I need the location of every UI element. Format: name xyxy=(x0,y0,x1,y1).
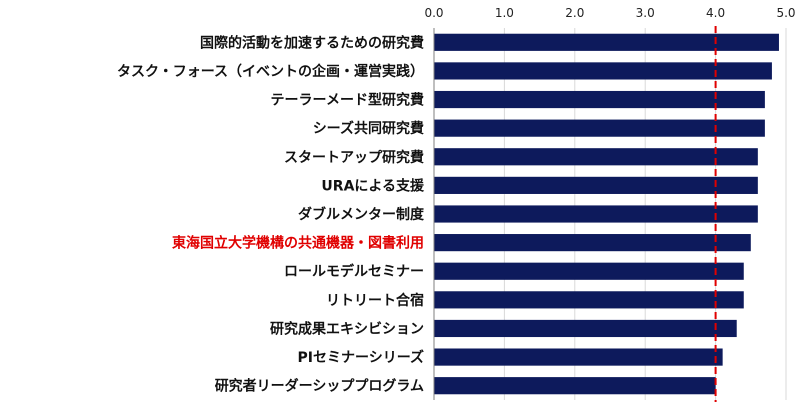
bars xyxy=(434,33,779,395)
category-label: ダブルメンター制度 xyxy=(298,206,425,223)
category-label: スタートアップ研究費 xyxy=(284,149,424,166)
x-tick-label: 0.0 xyxy=(424,6,443,20)
bar xyxy=(434,148,758,166)
bar xyxy=(434,90,765,109)
bar xyxy=(434,291,744,309)
bar xyxy=(434,62,772,80)
category-label: 国際的活動を加速するための研究費 xyxy=(200,34,424,51)
category-label: PIセミナーシリーズ xyxy=(298,349,425,366)
bar xyxy=(434,234,751,252)
category-label: URAによる支援 xyxy=(321,177,425,194)
x-tick-label: 4.0 xyxy=(706,6,725,20)
category-label: シーズ共同研究費 xyxy=(313,120,424,137)
bar xyxy=(434,33,779,51)
x-tick-label: 3.0 xyxy=(636,6,655,20)
bar xyxy=(434,176,758,194)
category-label: テーラーメード型研究費 xyxy=(271,92,424,109)
x-tick-label: 2.0 xyxy=(565,6,584,20)
category-label: ロールモデルセミナー xyxy=(284,263,424,280)
bar xyxy=(434,119,765,137)
category-label: 東海国立大学機構の共通機器・図書利用 xyxy=(172,235,424,252)
bar xyxy=(434,319,737,338)
category-label: リトリート合宿 xyxy=(326,292,424,309)
bar xyxy=(434,348,723,366)
category-label: 研究者リーダーシッププログラム xyxy=(215,378,424,395)
x-tick-label: 5.0 xyxy=(776,6,795,20)
bar xyxy=(434,377,716,395)
bar xyxy=(434,262,744,280)
category-label: 研究成果エキシビション xyxy=(270,320,424,337)
bar xyxy=(434,205,758,223)
x-tick-label: 1.0 xyxy=(495,6,514,20)
x-axis-ticks: 0.0 1.0 2.0 3.0 4.0 5.0 xyxy=(424,6,795,20)
category-label: タスク・フォース（イベントの企画・運営実践） xyxy=(117,63,424,80)
